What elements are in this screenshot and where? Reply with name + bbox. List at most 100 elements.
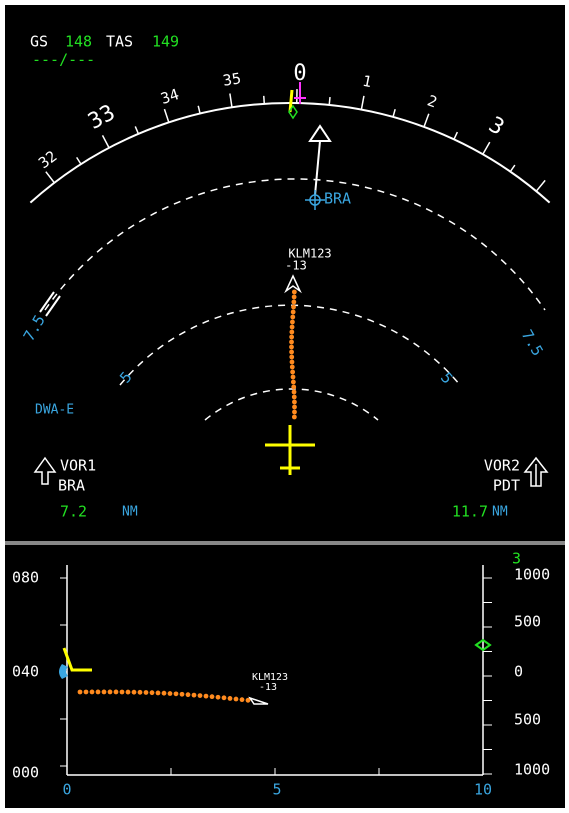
vd-left-label: 080: [12, 569, 39, 587]
vd-right-label: 0: [514, 663, 523, 681]
vd-trail-dot: [131, 689, 137, 695]
trail-dot: [291, 389, 297, 395]
symbol: [39, 291, 61, 317]
own-aircraft: [265, 425, 315, 475]
compass-tick: [197, 105, 201, 114]
vd-trail-dot: [191, 692, 197, 698]
vd-x-label: 5: [272, 781, 281, 799]
trail-dot: [289, 329, 295, 335]
range-ring: [204, 388, 379, 421]
vd-traffic-callsign: KLM123: [252, 672, 288, 683]
vd-trail-dot: [95, 689, 101, 695]
vd-trail-dot: [149, 690, 155, 696]
compass-tick: [101, 135, 110, 149]
bearing-line: [314, 140, 321, 196]
vd-trail-dot: [167, 691, 173, 696]
trail-dot: [291, 294, 297, 300]
vd-right-label: 500: [514, 613, 541, 631]
compass-tick: [482, 141, 491, 155]
vd-trail-dot: [203, 693, 209, 699]
trail-dot: [292, 404, 297, 410]
vd-trail-dot: [209, 694, 215, 700]
vd-own-aircraft: [62, 647, 92, 672]
vd-trail-dot: [89, 689, 95, 695]
traffic-callsign: KLM123: [288, 247, 331, 261]
vor1-distance: 7.2: [60, 503, 87, 521]
compass-tick: [134, 126, 140, 135]
heading-label: 1: [361, 72, 373, 91]
vd-trail-dot: [233, 696, 239, 702]
compass-tick: [229, 93, 233, 108]
vd-left-label: 000: [12, 764, 39, 782]
vd-left-label: 040: [12, 663, 39, 681]
trail-dot: [291, 384, 297, 390]
trail-dot: [290, 369, 296, 375]
fix-label: DWA-E: [35, 403, 74, 418]
wind: ---/---: [32, 51, 95, 69]
traffic-symbol: [284, 274, 302, 294]
compass-tick: [509, 164, 516, 173]
trail-dot: [291, 414, 297, 420]
compass-tick: [163, 108, 170, 123]
separator: [5, 541, 565, 545]
vd-trail-dot: [83, 689, 89, 695]
vd-x-label: 0: [62, 781, 71, 799]
compass-tick: [263, 95, 266, 104]
vor2-unit: NM: [492, 505, 508, 520]
vd-right-label: 500: [514, 711, 541, 729]
gs-value: 148: [65, 33, 92, 51]
vd-diamond: [474, 638, 492, 652]
vd-ticks: [60, 577, 492, 775]
trail-dot: [289, 339, 294, 345]
vd-trail-dot: [245, 697, 251, 703]
compass-tick: [453, 131, 459, 140]
compass-tick: [392, 109, 396, 118]
track-diamond: [288, 104, 298, 120]
trail-dot: [290, 379, 296, 385]
vd-trail-dot: [227, 696, 233, 701]
vd-trail-dot: [239, 697, 245, 703]
heading-label: 35: [222, 69, 243, 90]
waypoint-label: BRA: [324, 190, 351, 208]
compass-tick: [328, 96, 331, 106]
traffic-trail: [289, 289, 297, 420]
compass-tick: [535, 179, 546, 192]
vd-trail-dot: [161, 690, 167, 696]
trail-dot: [289, 359, 295, 365]
vd-trail-dot: [143, 690, 149, 695]
trail-dot: [289, 364, 295, 370]
compass-tick: [76, 156, 82, 165]
trail-dot: [290, 319, 295, 325]
vd-trail-dot: [185, 692, 191, 698]
vd-right-label: 1000: [514, 566, 550, 584]
vor2-pointer: [523, 456, 549, 487]
trail-dot: [289, 344, 294, 350]
vd-trail-dot: [119, 689, 125, 695]
nd-panel: [5, 5, 565, 541]
trail-dot: [289, 349, 294, 355]
compass-tick: [423, 113, 430, 128]
tas-label: TAS: [106, 33, 133, 51]
compass-tick: [360, 95, 365, 110]
trail-dot: [291, 304, 296, 310]
trail-dot: [290, 374, 296, 380]
traffic-altitude: -13: [285, 259, 307, 273]
gs-label: GS: [30, 33, 48, 51]
vor2-id: PDT: [493, 477, 520, 495]
vor2-distance: 11.7: [452, 503, 488, 521]
trail-dot: [292, 409, 297, 415]
trail-dot: [292, 399, 297, 405]
vd-trail-dot: [107, 689, 113, 695]
compass-tick: [45, 171, 55, 184]
trail-dot: [291, 394, 297, 400]
vd-trail-dot: [179, 691, 185, 697]
vd-trail-dot: [113, 689, 119, 695]
trail-dot: [291, 299, 297, 305]
trail-dot: [290, 314, 296, 320]
vd-own-symbol: [59, 664, 68, 679]
vd-panel: [5, 545, 565, 808]
trail-dot: [290, 309, 296, 315]
vd-traffic-trail: [77, 689, 251, 703]
vd-trail-dot: [77, 689, 83, 695]
vd-trail-dot: [137, 689, 143, 695]
